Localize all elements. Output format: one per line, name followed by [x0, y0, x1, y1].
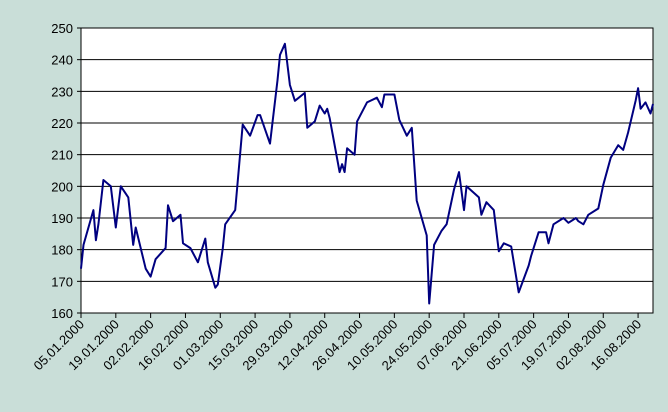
y-tick-label: 170	[51, 274, 73, 289]
y-tick-label: 240	[51, 53, 73, 68]
y-tick-label: 160	[51, 306, 73, 321]
y-tick-label: 220	[51, 116, 73, 131]
y-tick-label: 200	[51, 179, 73, 194]
plot-border	[80, 27, 654, 314]
y-tick-label: 180	[51, 243, 73, 258]
y-tick-label: 230	[51, 84, 73, 99]
data-line	[80, 42, 654, 305]
plot-area	[81, 28, 653, 313]
y-tick-label: 190	[51, 211, 73, 226]
y-tick-label: 210	[51, 148, 73, 163]
y-tick-label: 250	[51, 21, 73, 36]
